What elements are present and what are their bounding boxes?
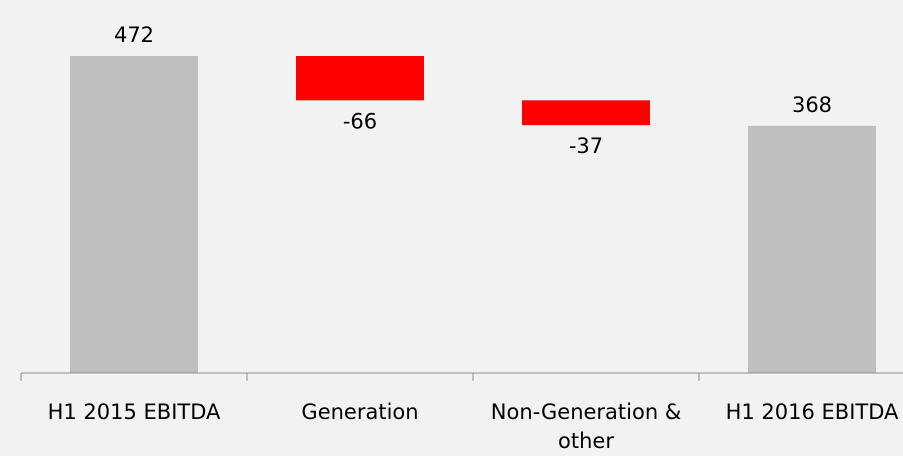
data-label-2: -37 <box>569 134 603 158</box>
value-labels-group: 472 -66 -37 368 <box>114 23 832 158</box>
data-label-0: 472 <box>114 23 154 47</box>
bar-delta-2 <box>522 100 650 126</box>
category-label-2: Non-Generation & other <box>491 400 681 453</box>
data-label-3: 368 <box>792 93 832 117</box>
category-label-3: H1 2016 EBITDA <box>726 400 899 424</box>
x-axis <box>20 372 903 381</box>
bar-total-0 <box>70 56 198 373</box>
bar-delta-1 <box>296 56 424 101</box>
bar-total-3 <box>748 125 876 373</box>
bars-group <box>70 56 876 373</box>
data-label-1: -66 <box>343 109 377 133</box>
category-labels-group: H1 2015 EBITDA Generation Non-Generation &… <box>48 400 899 453</box>
category-label-0: H1 2015 EBITDA <box>48 400 221 424</box>
category-label-1: Generation <box>301 400 418 424</box>
